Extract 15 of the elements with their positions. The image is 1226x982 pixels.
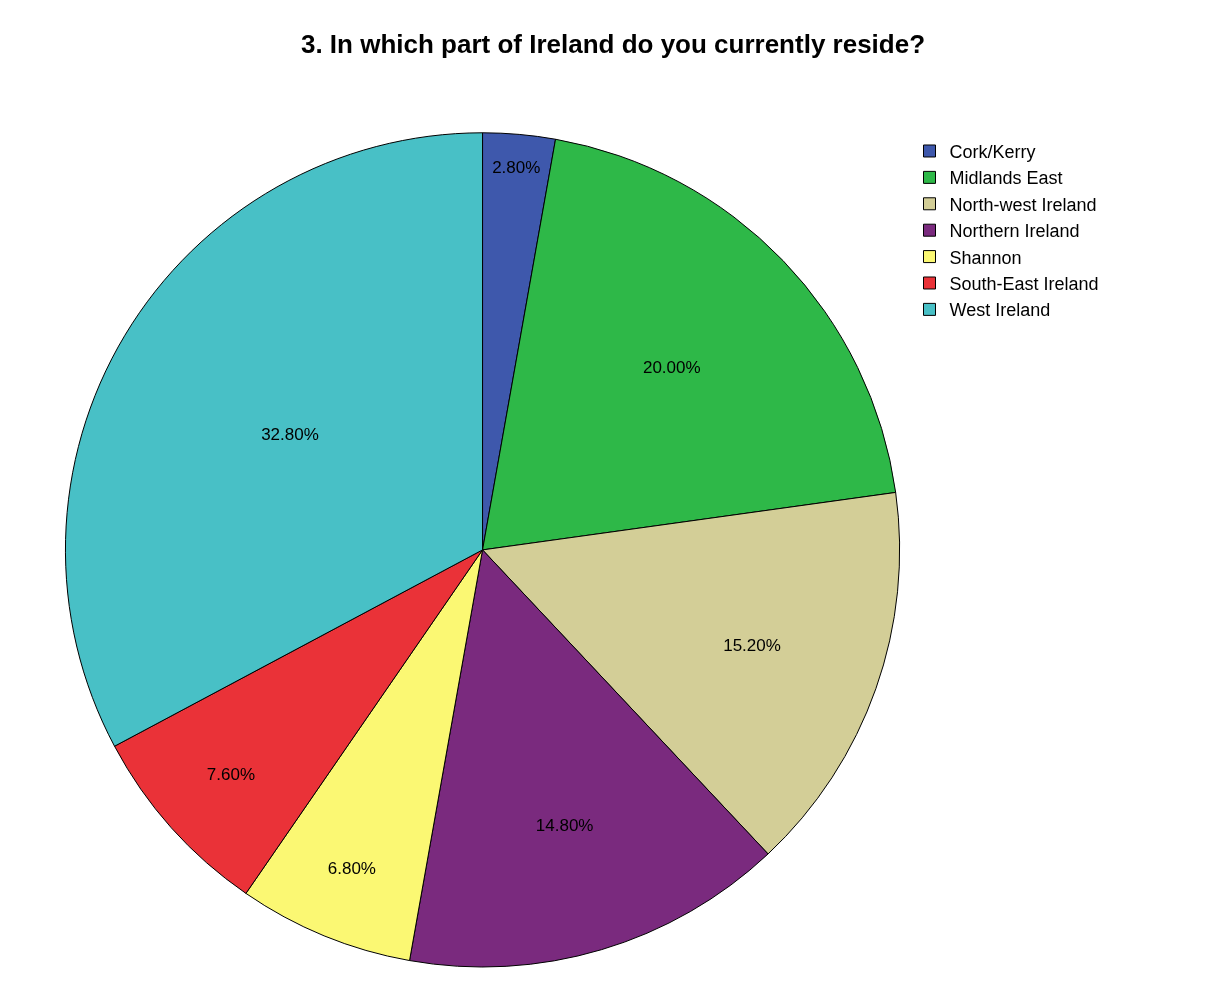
data-label: 14.80%	[535, 816, 594, 836]
chart-title: 3. In which part of Ireland do you currently reside?	[300, 28, 926, 59]
legend-label: North-west Ireland	[949, 194, 1097, 215]
data-label: 6.80%	[327, 858, 376, 878]
legend-label: Northern Ireland	[949, 221, 1080, 242]
legend-label: Midlands East	[949, 168, 1063, 189]
data-label: 7.60%	[206, 765, 256, 785]
data-label: 20.00%	[642, 358, 701, 378]
legend-label: West Ireland	[949, 300, 1051, 321]
data-label: 2.80%	[492, 158, 541, 178]
data-label: 15.20%	[723, 635, 781, 655]
data-label: 32.80%	[261, 424, 319, 444]
legend-label: Cork/Kerry	[949, 142, 1036, 163]
legend-label: Shannon	[949, 247, 1022, 268]
legend-label: South-East Ireland	[949, 274, 1099, 295]
